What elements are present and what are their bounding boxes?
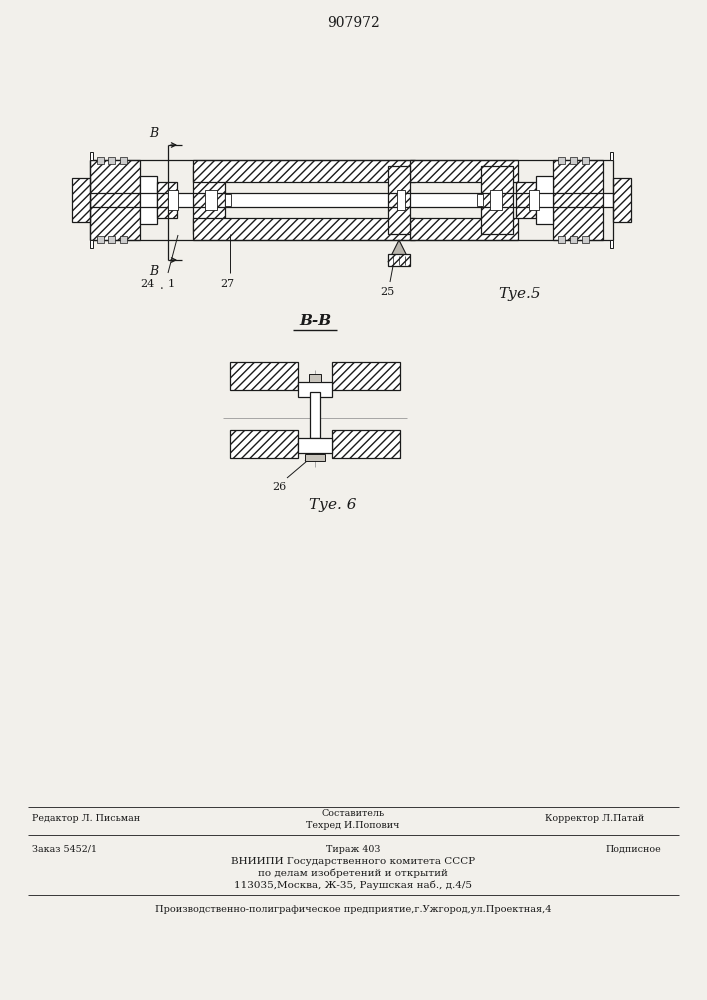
- Bar: [582, 236, 589, 243]
- Bar: [168, 190, 178, 210]
- Bar: [388, 166, 410, 234]
- Text: Тираж 403: Тираж 403: [326, 845, 380, 854]
- Text: Τуе.5: Τуе.5: [498, 287, 541, 301]
- Text: Подписное: Подписное: [605, 845, 661, 854]
- Text: Составитель: Составитель: [322, 809, 385, 818]
- Bar: [193, 160, 415, 182]
- Text: 113035,Москва, Ж-35, Раушская наб., д.4/5: 113035,Москва, Ж-35, Раушская наб., д.4/…: [234, 881, 472, 890]
- Text: Редактор Л. Письман: Редактор Л. Письман: [32, 814, 140, 823]
- Bar: [388, 254, 410, 266]
- Text: Техред И.Попович: Техред И.Попович: [306, 821, 399, 830]
- Bar: [72, 178, 90, 222]
- Text: 1: 1: [168, 279, 175, 289]
- Bar: [570, 157, 577, 164]
- Bar: [610, 152, 613, 160]
- Bar: [332, 362, 400, 390]
- Bar: [193, 218, 415, 240]
- Bar: [529, 190, 539, 210]
- Text: 24: 24: [140, 279, 154, 289]
- Text: Производственно-полиграфическое предприятие,г.Ужгород,ул.Проектная,4: Производственно-полиграфическое предприя…: [155, 905, 551, 914]
- Bar: [305, 454, 325, 461]
- Bar: [120, 157, 127, 164]
- Bar: [120, 236, 127, 243]
- Bar: [613, 178, 631, 222]
- Bar: [332, 430, 400, 458]
- Bar: [225, 194, 231, 206]
- Bar: [140, 176, 157, 224]
- Text: Заказ 5452/1: Заказ 5452/1: [32, 845, 97, 854]
- Bar: [193, 166, 225, 234]
- Bar: [477, 194, 483, 206]
- Bar: [230, 362, 298, 390]
- Bar: [108, 236, 115, 243]
- Bar: [309, 374, 321, 382]
- Text: 25: 25: [380, 287, 394, 297]
- Bar: [90, 240, 93, 248]
- Bar: [97, 236, 104, 243]
- Bar: [108, 157, 115, 164]
- Bar: [610, 240, 613, 248]
- Bar: [310, 392, 320, 438]
- Bar: [516, 182, 536, 218]
- Bar: [481, 166, 513, 234]
- Bar: [205, 190, 217, 210]
- Bar: [570, 236, 577, 243]
- Bar: [90, 152, 93, 160]
- Bar: [536, 176, 553, 224]
- Text: 907972: 907972: [327, 16, 380, 30]
- Bar: [298, 382, 332, 397]
- Bar: [298, 438, 332, 453]
- Text: B: B: [149, 265, 158, 278]
- Bar: [157, 182, 177, 218]
- Bar: [558, 157, 565, 164]
- Bar: [558, 236, 565, 243]
- Polygon shape: [388, 240, 410, 262]
- Bar: [410, 218, 518, 240]
- Bar: [410, 182, 518, 218]
- Text: ВНИИПИ Государственного комитета СССР: ВНИИПИ Государственного комитета СССР: [231, 857, 475, 866]
- Bar: [397, 190, 405, 210]
- Bar: [410, 160, 518, 182]
- Text: по делам изобретений и открытий: по делам изобретений и открытий: [258, 869, 448, 879]
- Text: B: B: [149, 127, 158, 140]
- Text: Τуе. 6: Τуе. 6: [309, 498, 356, 512]
- Bar: [97, 157, 104, 164]
- Text: 26: 26: [272, 482, 286, 492]
- Text: Корректор Л.Патай: Корректор Л.Патай: [545, 814, 644, 823]
- Text: .: .: [160, 279, 164, 292]
- Bar: [582, 157, 589, 164]
- Bar: [193, 182, 415, 218]
- Bar: [553, 160, 603, 240]
- Bar: [90, 193, 613, 207]
- Bar: [230, 430, 298, 458]
- Text: В-В: В-В: [299, 314, 331, 328]
- Bar: [90, 160, 140, 240]
- Text: 27: 27: [220, 279, 234, 289]
- Bar: [490, 190, 502, 210]
